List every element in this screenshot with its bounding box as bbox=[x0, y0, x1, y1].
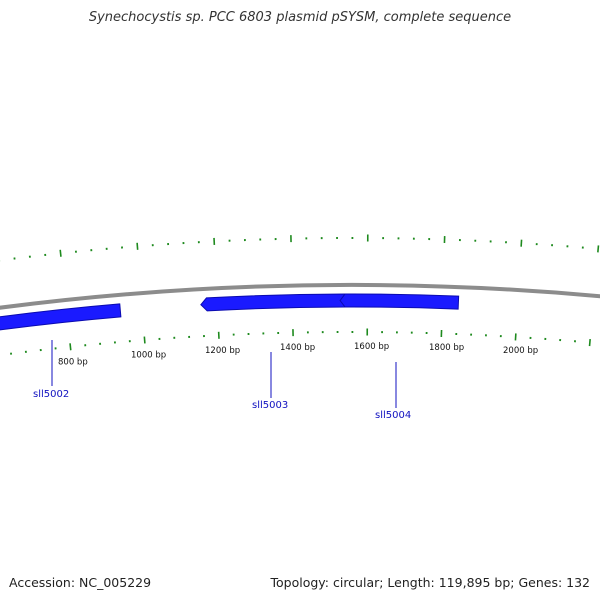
ruler-tick bbox=[69, 343, 72, 351]
map-title: Synechocystis sp. PCC 6803 plasmid pSYSM… bbox=[88, 10, 512, 25]
gene-track bbox=[0, 293, 460, 335]
ruler-label: 1400 bp bbox=[280, 343, 315, 353]
ruler-tick bbox=[588, 338, 591, 347]
ruler-tick bbox=[143, 336, 146, 344]
gene-label-sll5002[interactable]: sll5002 bbox=[33, 389, 69, 400]
outer-tick-ring bbox=[0, 234, 600, 262]
ruler-tick bbox=[59, 249, 62, 257]
gene-sll5002-arrow[interactable] bbox=[0, 303, 122, 335]
ruler-label: 2000 bp bbox=[503, 346, 538, 356]
inner-tick-ring bbox=[10, 328, 591, 355]
ruler-tick bbox=[136, 242, 139, 250]
ruler-tick bbox=[597, 245, 600, 253]
gene-sll5004-arrow[interactable] bbox=[339, 293, 460, 310]
accession-label: Accession: NC_005229 bbox=[9, 575, 152, 590]
gene-label-sll5004[interactable]: sll5004 bbox=[375, 410, 411, 421]
ruler-label: 1600 bp bbox=[354, 342, 389, 352]
summary-label: Topology: circular; Length: 119,895 bp; … bbox=[270, 575, 591, 590]
ruler-labels: 800 bp 1000 bp 1200 bp 1400 bp 1600 bp 1… bbox=[58, 342, 538, 367]
gene-sll5003-arrow[interactable] bbox=[200, 293, 346, 312]
ruler-label: 1800 bp bbox=[429, 343, 464, 353]
plasmid-backbone bbox=[0, 283, 600, 310]
ruler-label: 1000 bp bbox=[131, 351, 166, 361]
ruler-label: 800 bp bbox=[58, 357, 88, 367]
ruler-label: 1200 bp bbox=[205, 346, 240, 356]
gene-label-sll5003[interactable]: sll5003 bbox=[252, 400, 288, 411]
gene-labels: sll5002 sll5003 sll5004 bbox=[33, 340, 411, 421]
